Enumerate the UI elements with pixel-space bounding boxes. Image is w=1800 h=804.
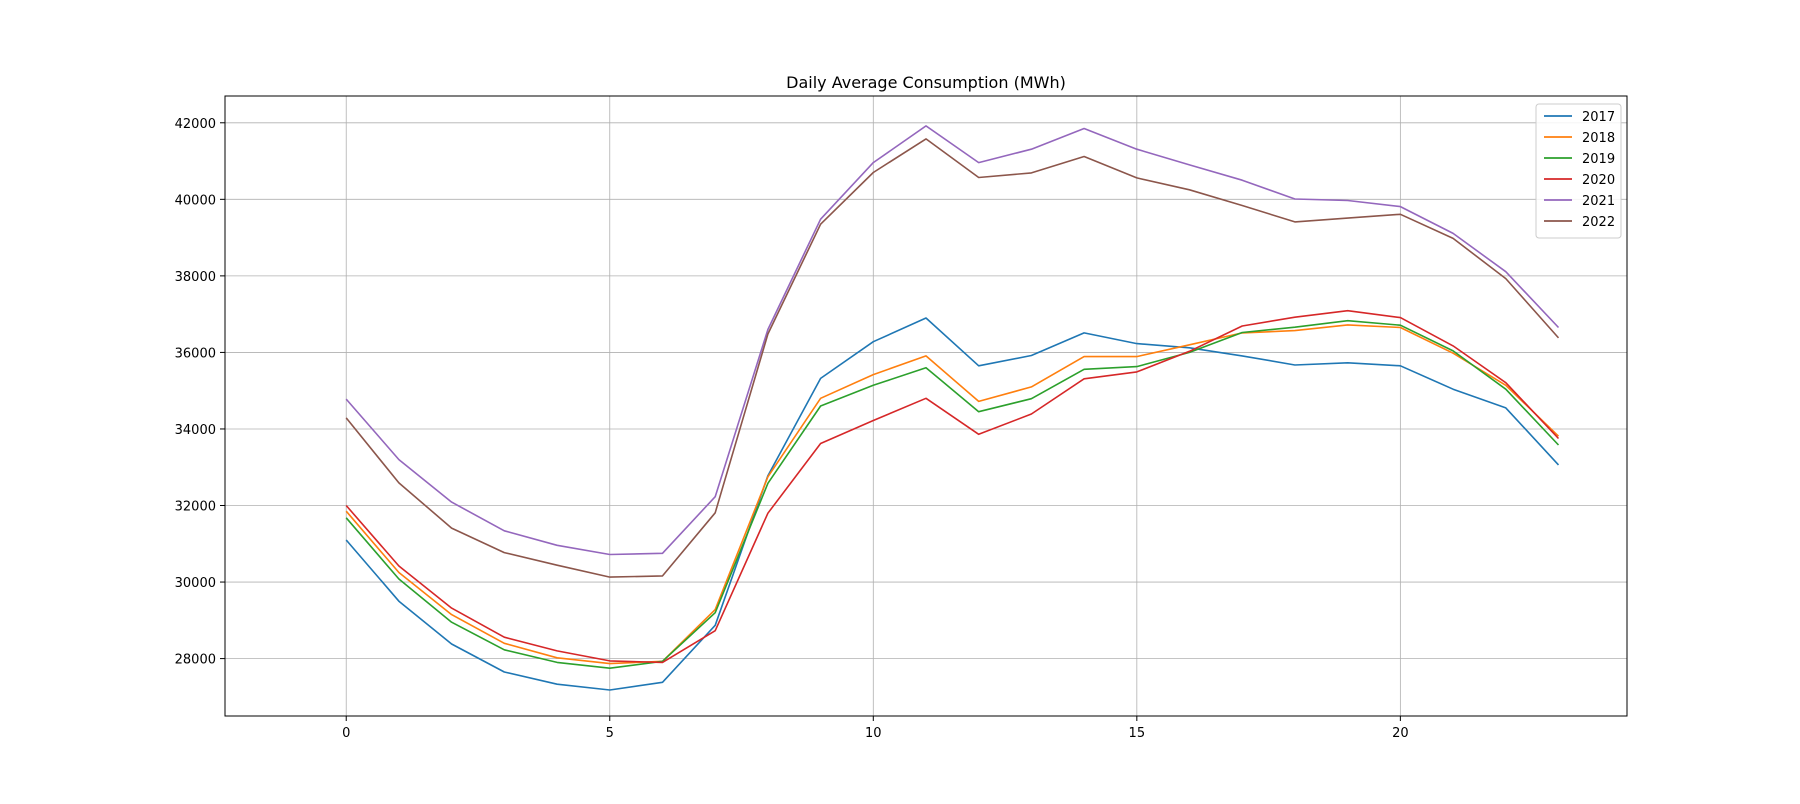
x-tick-label: 15 bbox=[1129, 726, 1146, 741]
legend-label: 2019 bbox=[1582, 152, 1615, 167]
y-tick-label: 28000 bbox=[175, 653, 216, 668]
y-tick-label: 42000 bbox=[175, 117, 216, 132]
x-tick-label: 10 bbox=[865, 726, 882, 741]
y-tick-label: 40000 bbox=[175, 193, 216, 208]
y-tick-label: 32000 bbox=[175, 500, 216, 515]
series-lines bbox=[345, 125, 1560, 691]
x-tick-label: 20 bbox=[1392, 726, 1409, 741]
legend-label: 2021 bbox=[1582, 194, 1615, 209]
series-line-2020 bbox=[345, 309, 1560, 664]
series-line-2017 bbox=[345, 317, 1560, 691]
legend-label: 2018 bbox=[1582, 131, 1615, 146]
series-line-2022 bbox=[345, 138, 1560, 578]
y-tick-label: 36000 bbox=[175, 346, 216, 361]
legend-label: 2017 bbox=[1582, 110, 1615, 125]
x-tick-label: 5 bbox=[606, 726, 614, 741]
chart-title: Daily Average Consumption (MWh) bbox=[786, 73, 1066, 92]
plot-frame bbox=[224, 95, 1628, 717]
series-line-2018 bbox=[345, 324, 1560, 665]
x-tick-label: 0 bbox=[342, 726, 350, 741]
legend-label: 2020 bbox=[1582, 173, 1615, 188]
y-tick-label: 30000 bbox=[175, 576, 216, 591]
series-line-2019 bbox=[345, 319, 1560, 670]
grid-lines bbox=[225, 96, 1627, 716]
legend: 2017 2018 2019 2020 2021 2022 bbox=[1535, 103, 1622, 239]
series-line-2021 bbox=[345, 125, 1560, 556]
axis-ticks: 0 5 10 15 20 28000 30000 32000 34000 36000 38000 40… bbox=[175, 117, 1409, 741]
y-tick-label: 38000 bbox=[175, 270, 216, 285]
y-tick-label: 34000 bbox=[175, 423, 216, 438]
legend-label: 2022 bbox=[1582, 215, 1615, 230]
